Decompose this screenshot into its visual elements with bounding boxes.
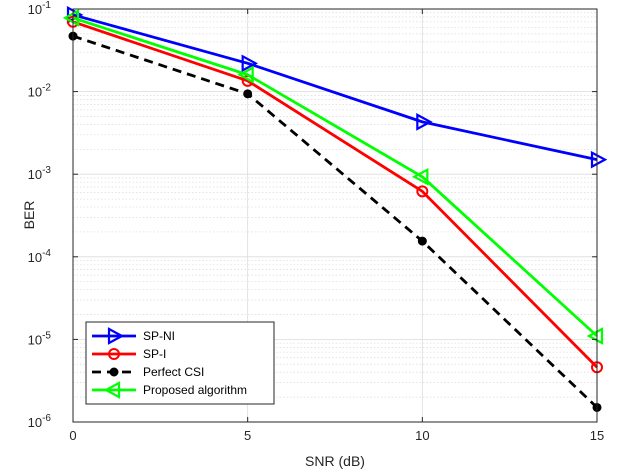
data-point-marker: [109, 367, 119, 377]
y-tick-label: 10-2: [28, 83, 52, 100]
data-point-marker: [590, 150, 608, 169]
data-point-marker: [243, 89, 253, 99]
data-point-marker: [416, 113, 433, 131]
y-axis-label: BER: [21, 201, 37, 230]
y-tick-label: 10-4: [28, 248, 52, 265]
data-point-marker: [107, 327, 125, 345]
data-point-marker: [108, 348, 120, 360]
legend-label: SP-I: [143, 347, 166, 361]
legend-entry: Proposed algorithm: [92, 381, 247, 399]
x-tick-label: 10: [415, 428, 429, 443]
y-tick-label: 10-6: [28, 413, 52, 430]
data-point-marker: [103, 381, 121, 399]
legend-entry: SP-I: [92, 347, 166, 361]
x-tick-label: 15: [590, 428, 604, 443]
data-point-marker: [241, 54, 258, 73]
legend-entry: Perfect CSI: [92, 365, 204, 379]
legend-label: Proposed algorithm: [143, 383, 247, 397]
data-point-marker: [62, 9, 80, 27]
data-point-marker: [237, 65, 254, 84]
y-tick-label: 10-1: [28, 0, 52, 17]
legend-label: SP-NI: [143, 329, 175, 343]
data-point-marker: [416, 185, 429, 198]
legend-entry: SP-NI: [92, 327, 175, 345]
y-tick-label: 10-3: [28, 165, 52, 182]
y-ticks: 10-6 10-5 10-4 10-3 10-2 10-1: [28, 0, 597, 430]
x-tick-label: 0: [69, 428, 76, 443]
legend-label: Perfect CSI: [143, 365, 204, 379]
x-axis-label: SNR (dB): [305, 453, 365, 469]
y-tick-label: 10-5: [28, 330, 52, 347]
data-point-marker: [417, 236, 427, 246]
series-line: [72, 16, 598, 338]
series-line: [72, 34, 598, 409]
x-ticks: 0 5 10 15: [69, 9, 604, 443]
plot-frame: [72, 8, 598, 423]
legend: SP-NI SP-I Perfect CSI Proposed algorithm: [85, 321, 275, 405]
series-line: [72, 13, 598, 162]
series-line: [72, 20, 598, 369]
data-point-marker: [412, 167, 429, 186]
x-tick-label: 5: [244, 428, 251, 443]
